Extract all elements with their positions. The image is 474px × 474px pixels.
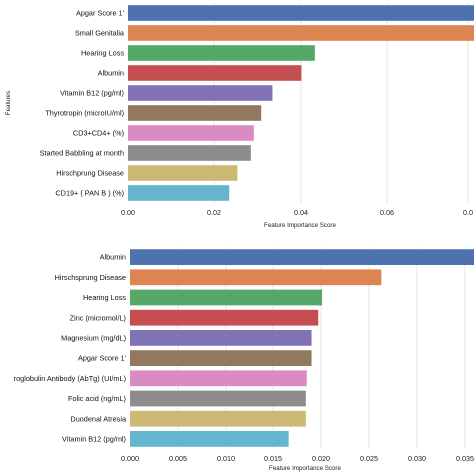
category-label: Started Babbling at month (40, 149, 124, 158)
x-tick-label: 0.035 (456, 454, 474, 463)
bar (130, 249, 474, 265)
bar (128, 125, 254, 141)
bar (130, 289, 323, 306)
x-tick-label: 0.000 (121, 454, 139, 463)
x-tick-label: 0.04 (294, 208, 308, 217)
category-label: Apgar Score 1' (76, 9, 125, 18)
x-tick-label: 0.02 (207, 208, 221, 217)
x-tick-label: 0.0 (463, 208, 473, 217)
bar (128, 145, 251, 161)
x-tick-label: 0.010 (217, 454, 235, 463)
x-axis-label: Feature Importance Score (269, 465, 341, 472)
category-label: Albumin (98, 69, 124, 78)
category-label: Hearing Loss (83, 293, 126, 302)
category-label: Vitamin B12 (pg/ml) (60, 89, 124, 98)
category-label: Apgar Score 1' (78, 354, 127, 363)
x-tick-label: 0.025 (360, 454, 378, 463)
bar (128, 5, 474, 21)
bar (130, 350, 312, 366)
category-label: Hearing Loss (81, 49, 124, 58)
chart-panel-top: Apgar Score 1' Small Genitalia Hearing Los… (5, 3, 474, 229)
bar (128, 105, 262, 121)
bar (130, 269, 382, 286)
category-label: roglobulin Antibody (AbTg) (UI/mL) (14, 374, 126, 383)
bar (130, 309, 319, 326)
category-label: Folic acid (ng/mL) (68, 394, 126, 403)
category-label: Hirschprung Disease (56, 169, 124, 178)
category-label: Vitamin B12 (pg/ml) (62, 435, 126, 444)
bar (130, 410, 306, 427)
category-label: Duodenal Atresia (70, 414, 127, 423)
category-label: Zinc (micromol/L) (70, 313, 126, 322)
category-label: Magnesium (mg/dL) (61, 334, 126, 343)
bar (128, 65, 302, 81)
bar (128, 45, 315, 61)
x-tick-label: 0.06 (380, 208, 394, 217)
bar (130, 431, 289, 447)
bar (128, 85, 273, 101)
bar (128, 185, 230, 201)
bar (128, 165, 238, 181)
category-label: CD3+CD4+ (%) (73, 129, 124, 138)
category-label: Thyrotropin (microIU/ml) (45, 109, 124, 118)
category-label: Small Genitalia (75, 29, 125, 38)
category-label: Hirschsprung Disease (55, 273, 126, 282)
bar (130, 390, 306, 407)
category-label: CD19+ ( PAN B ) (%) (55, 189, 124, 198)
x-axis-label: Feature Importance Score (264, 222, 336, 229)
bar (128, 25, 474, 41)
bar (130, 330, 312, 346)
category-label: Albumin (100, 253, 126, 262)
y-axis-label: Features (5, 91, 12, 115)
chart-panel-bottom: Albumin Hirschsprung Disease Hearing Loss Z… (14, 247, 474, 472)
x-tick-label: 0.015 (264, 454, 282, 463)
x-tick-label: 0.00 (121, 208, 135, 217)
x-tick-label: 0.005 (169, 454, 187, 463)
x-tick-label: 0.020 (312, 454, 330, 463)
bar (130, 370, 307, 387)
x-tick-label: 0.030 (408, 454, 426, 463)
